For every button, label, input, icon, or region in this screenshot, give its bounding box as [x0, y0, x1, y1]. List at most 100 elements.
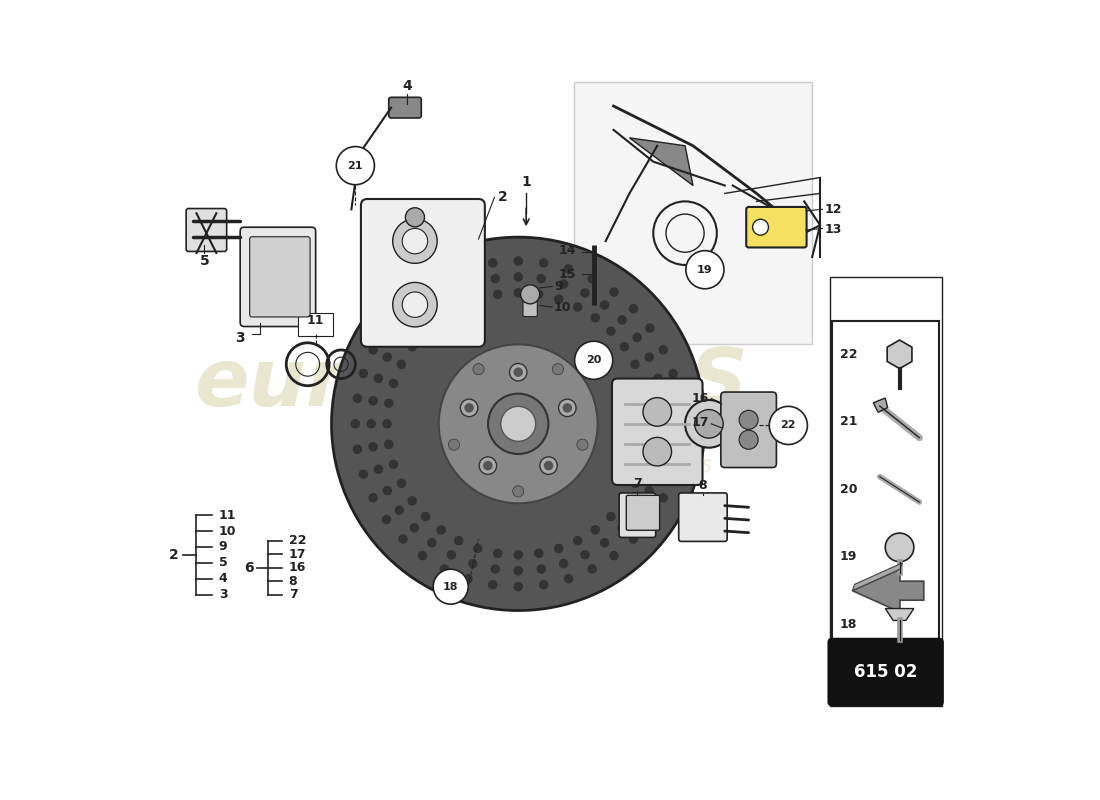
Circle shape — [447, 550, 456, 559]
Circle shape — [591, 313, 600, 322]
Circle shape — [491, 274, 501, 283]
Circle shape — [449, 439, 460, 450]
Circle shape — [463, 264, 473, 274]
Circle shape — [617, 523, 627, 533]
Circle shape — [739, 430, 758, 450]
Circle shape — [468, 279, 477, 289]
Circle shape — [559, 279, 569, 289]
FancyBboxPatch shape — [832, 321, 939, 658]
Circle shape — [447, 288, 456, 298]
Circle shape — [454, 536, 463, 546]
Text: 7: 7 — [632, 477, 641, 490]
FancyBboxPatch shape — [186, 209, 227, 251]
FancyBboxPatch shape — [829, 639, 943, 705]
FancyBboxPatch shape — [361, 199, 485, 346]
Circle shape — [421, 326, 430, 336]
Circle shape — [418, 287, 427, 297]
Circle shape — [539, 258, 549, 268]
Text: 16: 16 — [692, 392, 708, 405]
Circle shape — [395, 506, 404, 515]
Circle shape — [368, 493, 378, 502]
Circle shape — [646, 514, 654, 524]
Circle shape — [564, 264, 573, 274]
Circle shape — [418, 551, 427, 560]
Text: 3: 3 — [219, 588, 228, 601]
Text: 4: 4 — [219, 572, 228, 586]
Circle shape — [393, 282, 437, 327]
Circle shape — [514, 288, 522, 298]
Circle shape — [488, 258, 497, 268]
Text: 10: 10 — [554, 301, 572, 314]
Circle shape — [337, 146, 374, 185]
Circle shape — [609, 287, 618, 297]
Polygon shape — [629, 138, 693, 186]
Circle shape — [383, 486, 392, 495]
Circle shape — [439, 344, 597, 503]
Circle shape — [559, 399, 576, 417]
Circle shape — [645, 419, 654, 429]
Circle shape — [619, 342, 629, 351]
Circle shape — [473, 294, 483, 304]
Circle shape — [514, 256, 522, 266]
Circle shape — [409, 315, 419, 325]
Circle shape — [514, 566, 522, 575]
Circle shape — [463, 574, 473, 583]
Text: 2: 2 — [168, 548, 178, 562]
Circle shape — [632, 333, 642, 342]
Circle shape — [576, 439, 588, 450]
Text: 6: 6 — [244, 561, 254, 574]
Circle shape — [642, 438, 671, 466]
FancyBboxPatch shape — [619, 493, 656, 538]
Text: 8: 8 — [288, 574, 297, 588]
Circle shape — [676, 419, 686, 429]
Circle shape — [403, 229, 428, 254]
Circle shape — [513, 486, 524, 497]
Polygon shape — [873, 398, 888, 412]
Circle shape — [587, 274, 597, 283]
Circle shape — [353, 445, 362, 454]
Text: 16: 16 — [288, 561, 306, 574]
Circle shape — [580, 550, 590, 559]
Circle shape — [617, 315, 627, 325]
Circle shape — [493, 290, 503, 299]
Circle shape — [407, 496, 417, 506]
Circle shape — [514, 367, 522, 377]
Circle shape — [368, 442, 377, 451]
Circle shape — [638, 378, 648, 388]
Text: 21: 21 — [840, 415, 858, 428]
Circle shape — [537, 274, 546, 283]
FancyBboxPatch shape — [388, 98, 421, 118]
Text: 19: 19 — [697, 265, 713, 274]
Circle shape — [669, 470, 678, 479]
Circle shape — [642, 398, 671, 426]
Circle shape — [659, 493, 668, 502]
Circle shape — [552, 364, 563, 374]
Polygon shape — [852, 563, 902, 590]
Circle shape — [646, 323, 654, 333]
Circle shape — [480, 457, 496, 474]
FancyBboxPatch shape — [240, 227, 316, 326]
Circle shape — [543, 461, 553, 470]
Circle shape — [769, 406, 807, 445]
Text: 7: 7 — [288, 588, 297, 601]
Circle shape — [406, 208, 425, 227]
Circle shape — [659, 345, 668, 354]
Circle shape — [500, 406, 536, 442]
Text: 5: 5 — [219, 556, 228, 570]
Circle shape — [642, 439, 652, 449]
Text: 1: 1 — [521, 174, 531, 189]
FancyBboxPatch shape — [298, 313, 333, 336]
Circle shape — [562, 403, 572, 413]
Circle shape — [473, 544, 483, 554]
Text: 4: 4 — [403, 79, 411, 93]
Text: 615 02: 615 02 — [854, 663, 917, 681]
FancyBboxPatch shape — [626, 495, 660, 530]
Text: 19: 19 — [840, 550, 857, 563]
Text: euroSPARES: euroSPARES — [194, 345, 747, 423]
Circle shape — [534, 549, 543, 558]
Text: 2: 2 — [497, 190, 507, 205]
Circle shape — [461, 399, 477, 417]
Circle shape — [359, 470, 369, 479]
Text: 22: 22 — [840, 348, 858, 361]
Circle shape — [564, 574, 573, 583]
